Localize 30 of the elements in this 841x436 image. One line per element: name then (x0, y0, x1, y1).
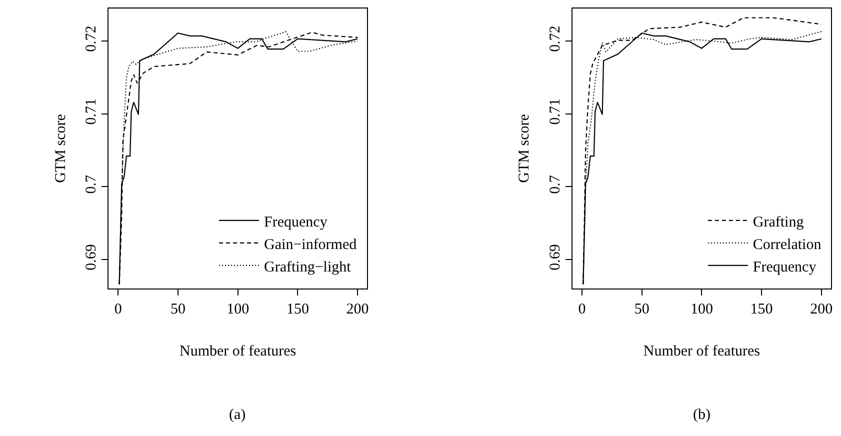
x-tick-label: 100 (690, 302, 713, 318)
y-tick-label: 0.72 (84, 26, 100, 52)
legend-label: Frequency (264, 214, 328, 230)
y-tick-label: 0.72 (547, 26, 564, 52)
legend-label: Frequency (752, 259, 817, 276)
y-tick-label: 0.69 (84, 244, 100, 270)
text: (a) (229, 407, 246, 423)
y-axis-title: GTM score (52, 114, 69, 183)
legend-label: Gain−informed (264, 236, 358, 253)
x-tick-label: 100 (226, 302, 250, 318)
y-tick-label: 0.69 (547, 244, 564, 270)
legend-label: Grafting (752, 214, 804, 230)
y-tick-label: 0.71 (547, 98, 564, 125)
x-tick-label: 0 (114, 302, 122, 318)
y-tick-label: 0.7 (84, 174, 100, 194)
x-tick-label: 150 (750, 302, 773, 318)
x-tick-label: 50 (170, 302, 186, 318)
x-tick-label: 200 (810, 302, 833, 318)
x-tick-label: 200 (346, 302, 369, 318)
y-tick-label: 0.71 (84, 98, 100, 125)
x-axis-title: Number of features (180, 344, 296, 360)
legend-label: Correlation (752, 236, 822, 253)
x-tick-label: 0 (578, 302, 586, 318)
legend-label: Grafting−light (264, 259, 352, 276)
y-axis-title: GTM score (516, 114, 533, 183)
text: (b) (693, 407, 710, 423)
x-tick-label: 50 (634, 302, 650, 318)
x-axis-title: Number of features (643, 344, 760, 360)
x-tick-label: 150 (286, 302, 309, 318)
y-tick-label: 0.7 (547, 174, 564, 194)
